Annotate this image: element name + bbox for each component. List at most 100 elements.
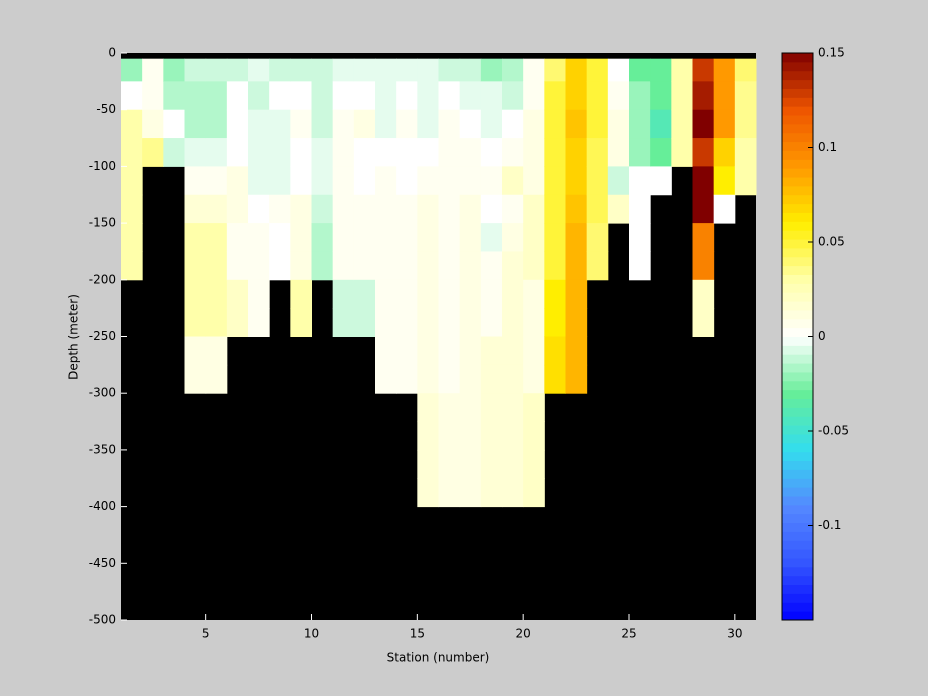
heat-cell — [544, 194, 566, 224]
heat-cell — [438, 58, 461, 82]
colorbar-step — [782, 345, 813, 355]
heat-cell — [205, 166, 228, 196]
heat-cell — [523, 81, 545, 111]
colorbar-step — [782, 132, 813, 143]
heat-cell — [565, 336, 588, 366]
heat-cell — [586, 138, 609, 167]
heat-cell — [480, 138, 503, 167]
heat-cell — [480, 364, 503, 394]
heat-cell — [290, 223, 312, 252]
heat-cell — [480, 81, 503, 111]
heat-cell — [269, 223, 291, 252]
heat-cell — [248, 279, 270, 309]
heat-cell — [121, 166, 143, 196]
heat-cell — [459, 58, 482, 82]
heat-cell — [629, 223, 651, 252]
heat-cell — [121, 194, 143, 224]
heat-cell — [417, 308, 439, 337]
heat-cell — [565, 308, 588, 337]
heat-cell — [544, 166, 566, 196]
heat-cell — [269, 81, 291, 111]
heat-cell — [290, 138, 312, 167]
heat-cell — [565, 81, 588, 111]
heat-cell — [248, 194, 270, 224]
heat-cell — [353, 279, 376, 309]
y-tick-label: -200 — [89, 272, 116, 286]
heat-cell — [226, 223, 249, 252]
heat-cell — [226, 194, 249, 224]
heat-cell — [226, 308, 249, 337]
heat-cell — [163, 81, 185, 111]
heat-cell — [480, 251, 503, 281]
colorbar-step — [782, 522, 813, 532]
heat-cell — [713, 138, 736, 167]
heat-cell — [586, 251, 609, 281]
colorbar-step — [782, 327, 813, 337]
heat-cell — [586, 58, 609, 82]
heat-cell — [565, 364, 588, 394]
heat-cell — [629, 109, 651, 139]
heat-cell — [650, 138, 672, 167]
heat-cell — [586, 109, 609, 139]
heat-cell — [459, 109, 482, 139]
y-tick-label: -150 — [89, 216, 116, 230]
heat-cell — [226, 166, 249, 196]
heat-cell — [205, 364, 228, 394]
heat-cell — [671, 81, 693, 111]
heat-cell — [184, 279, 207, 309]
colorbar-step — [782, 566, 813, 577]
heat-cell — [417, 421, 439, 451]
colorbar-step — [782, 221, 813, 231]
colorbar-tick-label: 0.1 — [818, 140, 837, 154]
heat-cell — [480, 393, 503, 423]
colorbar-step — [782, 602, 813, 612]
heat-cell — [713, 166, 736, 196]
heat-cell — [544, 81, 566, 111]
colorbar-tick-label: 0 — [818, 329, 826, 343]
heat-cell — [311, 109, 334, 139]
heat-cell — [544, 58, 566, 82]
heat-cell — [375, 279, 397, 309]
heat-cell — [121, 81, 143, 111]
heat-cell — [565, 194, 588, 224]
heat-cell — [438, 251, 461, 281]
heat-cell — [311, 194, 334, 224]
colorbar-step — [782, 593, 813, 603]
heat-cell — [713, 81, 736, 111]
heat-cell — [332, 251, 355, 281]
heat-cell — [290, 81, 312, 111]
heat-cell — [480, 478, 503, 508]
heat-cell — [248, 251, 270, 281]
colorbar-step — [782, 185, 813, 196]
heat-cell — [332, 58, 355, 82]
colorbar-step — [782, 70, 813, 81]
heat-cell — [417, 364, 439, 394]
colorbar-step — [782, 239, 813, 249]
heat-cell — [396, 364, 418, 394]
heat-cell — [459, 308, 482, 337]
heat-cell — [692, 58, 715, 82]
heat-cell — [607, 58, 630, 82]
heat-cell — [353, 251, 376, 281]
heat-cell — [311, 58, 334, 82]
heat-cell — [248, 138, 270, 167]
heat-cell — [311, 138, 334, 167]
heat-cell — [163, 58, 185, 82]
heat-cell — [502, 223, 524, 252]
colorbar-step — [782, 380, 813, 391]
heat-cell — [396, 336, 418, 366]
heat-cell — [290, 194, 312, 224]
heat-cell — [375, 364, 397, 394]
heat-cell — [523, 421, 545, 451]
heat-cell — [248, 58, 270, 82]
heat-cell — [396, 166, 418, 196]
heat-cell — [459, 81, 482, 111]
heat-cell — [438, 336, 461, 366]
colorbar-step — [782, 177, 813, 187]
heat-cell — [142, 81, 164, 111]
heat-cell — [269, 138, 291, 167]
colorbar-step — [782, 106, 813, 116]
heat-cell — [480, 421, 503, 451]
heat-cell — [586, 166, 609, 196]
heat-cell — [205, 81, 228, 111]
